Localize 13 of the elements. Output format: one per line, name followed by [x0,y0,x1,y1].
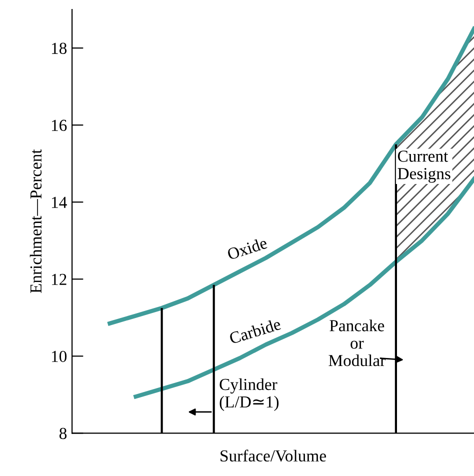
x-axis-title: Surface/Volume [220,450,326,462]
y-tick-label: 12 [52,274,66,285]
y-tick-label: 14 [52,196,67,208]
annotation: Cylinder (L/D≃1) [220,378,279,411]
text: Carbide [228,318,282,344]
annotation: Pancake or Modular [328,320,386,366]
annotation: Current Designs [398,150,450,183]
y-tick-label: 10 [52,350,67,362]
y-tick-label: 8 [59,428,67,440]
y-axis-title: Enrichment—Percent [30,149,42,294]
y-tick-label: 18 [52,42,67,54]
text: Oxide [226,236,268,260]
y-tick-label: 16 [52,120,67,132]
